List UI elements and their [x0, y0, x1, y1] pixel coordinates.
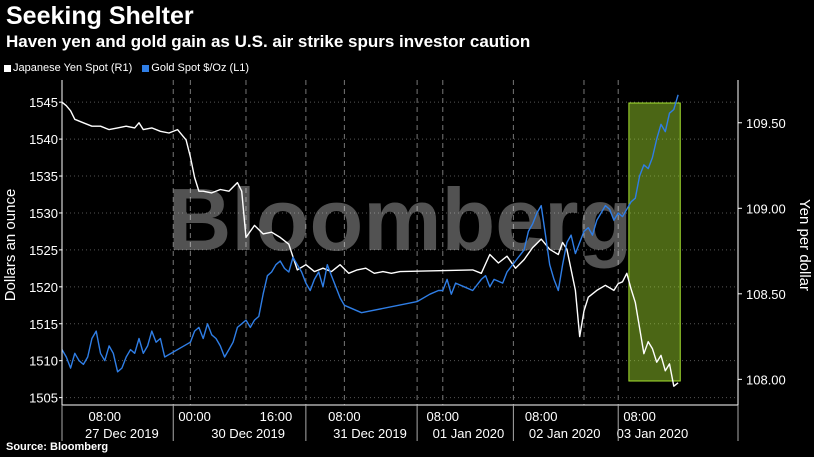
y-left-tick-label-0: 1545 [29, 95, 58, 110]
y-left-tick-label-8: 1505 [29, 391, 58, 406]
y-left-tick-label-6: 1515 [29, 317, 58, 332]
x-date-label-5: 03 Jan 2020 [617, 426, 689, 441]
x-time-label-3: 08:00 [328, 409, 361, 424]
x-time-label-1: 00:00 [178, 409, 211, 424]
axes-layer: 1545 1540 1535 1530 1525 1520 1515 1510 1505 109.… [29, 80, 786, 441]
legend-label-gold: Gold Spot $/Oz (L1) [151, 62, 250, 74]
legend-swatch-yen [4, 64, 11, 72]
x-date-label-0: 27 Dec 2019 [85, 426, 159, 441]
y-left-tick-label-4: 1525 [29, 243, 58, 258]
chart-legend: Japanese Yen Spot (R1) Gold Spot $/Oz (L… [4, 62, 249, 74]
y-left-tick-label-7: 1510 [29, 354, 58, 369]
legend-swatch-gold [142, 64, 150, 72]
x-time-label-0: 08:00 [89, 409, 122, 424]
series-line-yen [61, 101, 679, 387]
legend-item-yen: Japanese Yen Spot (R1) [4, 62, 132, 74]
y-right-tick-label-1: 109.00 [746, 201, 786, 216]
highlight-box [628, 102, 681, 382]
y-right-tick-label-0: 109.50 [746, 116, 786, 131]
x-date-label-2: 31 Dec 2019 [333, 426, 407, 441]
legend-item-gold: Gold Spot $/Oz (L1) [142, 62, 249, 74]
y-left-tick-label-1: 1540 [29, 132, 58, 147]
x-time-label-6: 08:00 [623, 409, 656, 424]
x-date-label-1: 30 Dec 2019 [211, 426, 285, 441]
y-left-tick-label-5: 1520 [29, 280, 58, 295]
y-axis-left-label: Dollars an ounce [2, 189, 19, 302]
y-left-tick-label-2: 1535 [29, 169, 58, 184]
legend-label-yen: Japanese Yen Spot (R1) [13, 62, 133, 74]
bloomberg-watermark: Bloomberg [168, 170, 632, 269]
chart-subtitle: Haven yen and gold gain as U.S. air stri… [6, 32, 531, 51]
x-time-label-4: 08:00 [427, 409, 460, 424]
grid-layer [62, 80, 738, 405]
highlight-layer [628, 102, 681, 382]
x-date-label-3: 01 Jan 2020 [433, 426, 505, 441]
x-time-label-2: 16:00 [260, 409, 293, 424]
y-right-tick-label-2: 108.50 [746, 287, 786, 302]
chart-title: Seeking Shelter [6, 2, 194, 30]
series-line-gold [61, 94, 679, 373]
series-layer [61, 94, 679, 387]
y-axis-right-label: Yen per dollar [796, 199, 813, 291]
x-date-label-4: 02 Jan 2020 [529, 426, 601, 441]
y-right-tick-label-3: 108.00 [746, 372, 786, 387]
y-left-tick-label-3: 1530 [29, 206, 58, 221]
x-time-label-5: 08:00 [525, 409, 558, 424]
source-note: Source: Bloomberg [6, 441, 109, 453]
